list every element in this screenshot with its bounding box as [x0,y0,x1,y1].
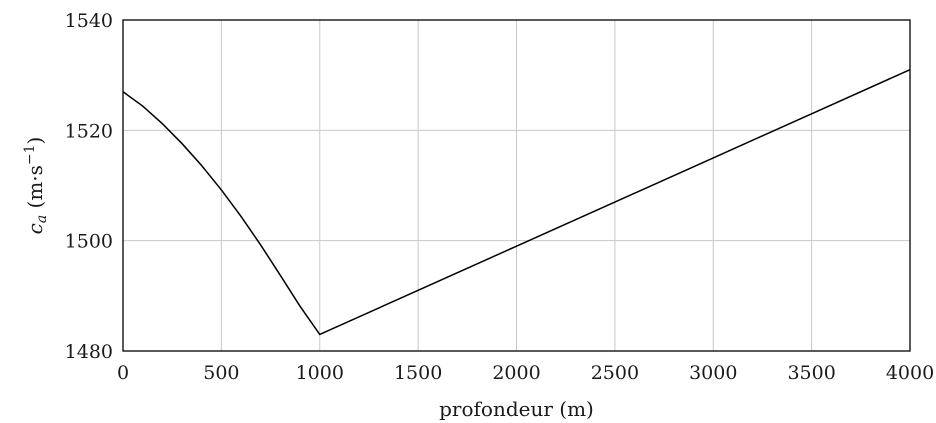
x-tick-label: 1000 [296,362,344,384]
y-tick-label: 1540 [65,10,113,32]
y-axis-unit: (m·s [23,165,47,215]
y-axis-title: ca (m·s−1) [22,137,50,235]
y-axis-ticks: 1480 1500 1520 1540 [65,10,113,363]
y-axis-unit-close: ) [23,137,47,145]
y-axis-subscript: a [34,215,50,223]
plot-frame [122,19,911,352]
x-tick-label: 500 [203,362,239,384]
x-tick-label: 0 [117,362,129,384]
x-tick-label: 3000 [689,362,737,384]
x-tick-label: 2000 [492,362,540,384]
x-tick-label: 4000 [886,362,934,384]
y-axis-unit-exponent: −1 [22,144,38,165]
y-tick-label: 1480 [65,341,113,363]
x-tick-label: 1500 [394,362,442,384]
y-tick-label: 1520 [65,120,113,142]
x-tick-label: 3500 [787,362,835,384]
y-tick-label: 1500 [65,231,113,253]
x-axis-ticks: 0 500 1000 1500 2000 2500 3000 3500 4000 [117,362,934,384]
x-tick-label: 2500 [591,362,639,384]
series-layer [122,68,911,336]
series-line [122,68,911,336]
x-axis-title: profondeur (m) [439,397,594,421]
grid [123,20,910,351]
y-axis-symbol: c [23,223,47,234]
